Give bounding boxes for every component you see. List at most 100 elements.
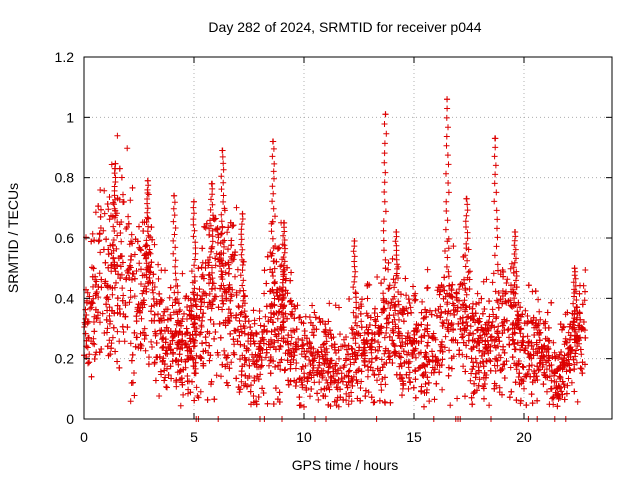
data-point: [494, 261, 501, 268]
data-point: [277, 263, 284, 270]
data-point: [409, 350, 416, 356]
data-point: [502, 298, 509, 305]
data-point: [197, 388, 204, 395]
data-point: [501, 349, 508, 356]
data-point: [173, 379, 179, 385]
data-point: [120, 292, 127, 299]
data-point: [550, 339, 557, 346]
data-point: [316, 353, 323, 360]
data-point: [368, 346, 375, 353]
data-point: [260, 336, 267, 343]
data-point: [349, 330, 356, 337]
data-point: [515, 312, 522, 319]
data-point: [98, 276, 105, 283]
data-point: [375, 347, 381, 354]
data-point: [503, 358, 510, 365]
data-point: [524, 333, 531, 340]
y-tick-label: 0.4: [55, 290, 75, 306]
data-point: [225, 259, 232, 266]
data-point: [380, 290, 387, 297]
data-point: [220, 179, 227, 186]
data-point: [470, 344, 477, 351]
data-point: [381, 159, 388, 166]
data-point: [238, 236, 245, 243]
data-point: [145, 191, 152, 198]
data-point: [91, 319, 97, 325]
data-point: [136, 223, 142, 230]
data-point: [217, 334, 224, 341]
data-point: [440, 295, 447, 302]
data-point: [514, 339, 521, 346]
data-point: [108, 161, 115, 168]
data-point: [302, 353, 309, 360]
data-point: [155, 311, 161, 318]
data-point: [322, 329, 329, 336]
data-point: [511, 295, 518, 302]
data-point: [256, 308, 263, 314]
data-point: [107, 351, 114, 358]
data-point: [239, 246, 246, 253]
data-point: [267, 288, 274, 294]
data-point: [518, 376, 525, 383]
data-point: [561, 396, 568, 403]
data-point: [276, 308, 283, 315]
data-point: [104, 282, 110, 289]
data-point: [335, 347, 342, 354]
data-point: [238, 251, 245, 258]
data-point: [511, 325, 518, 332]
data-point: [132, 343, 139, 350]
data-point: [270, 190, 277, 197]
data-point: [348, 325, 355, 331]
data-point: [386, 282, 393, 289]
data-point: [146, 246, 153, 253]
data-point: [386, 333, 393, 340]
data-point: [521, 385, 527, 392]
data-point: [208, 196, 214, 203]
data-point: [98, 284, 105, 291]
data-point: [363, 310, 370, 317]
data-point: [438, 282, 445, 289]
data-point: [389, 325, 396, 332]
data-point: [193, 332, 200, 339]
data-point: [173, 308, 180, 315]
data-point: [386, 285, 393, 292]
data-point: [512, 379, 519, 386]
data-point: [300, 341, 307, 348]
data-point: [382, 256, 389, 263]
data-point: [133, 313, 140, 320]
data-point: [163, 383, 170, 390]
data-point: [502, 290, 509, 297]
data-point: [259, 385, 266, 392]
data-point: [148, 317, 155, 324]
data-point: [114, 295, 121, 302]
data-point: [161, 361, 168, 368]
data-point: [443, 170, 449, 177]
data-point: [445, 124, 451, 131]
data-point: [116, 364, 123, 371]
data-point: [99, 310, 106, 317]
data-point: [237, 311, 244, 318]
data-point: [167, 363, 174, 370]
data-point: [513, 268, 520, 275]
data-point: [446, 347, 453, 354]
data-point: [220, 250, 227, 257]
data-point: [571, 311, 578, 318]
data-point: [513, 366, 520, 373]
data-point: [187, 312, 194, 319]
data-point: [221, 237, 228, 244]
data-point: [268, 328, 275, 335]
data-point: [377, 367, 384, 374]
data-point: [339, 378, 346, 385]
data-point: [353, 299, 360, 306]
data-point: [412, 367, 419, 374]
data-point: [270, 145, 277, 152]
data-point: [351, 273, 358, 280]
data-point: [528, 339, 535, 346]
data-point: [559, 359, 566, 366]
data-point: [105, 264, 112, 271]
data-point: [188, 308, 195, 315]
data-point: [351, 263, 358, 270]
data-point: [201, 223, 208, 230]
data-point: [218, 186, 225, 193]
data-point: [239, 256, 246, 263]
